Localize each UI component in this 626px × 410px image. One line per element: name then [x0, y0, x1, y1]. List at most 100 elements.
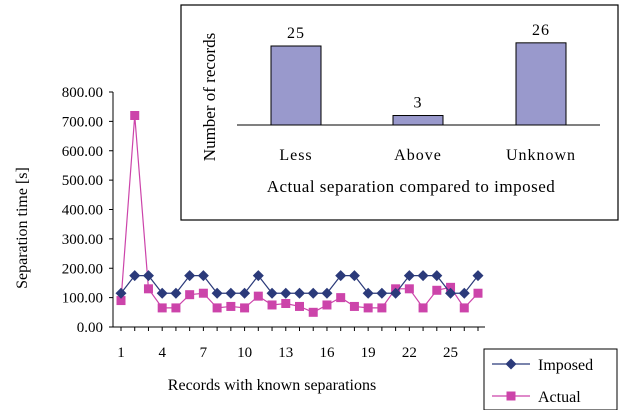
- y-tick-label: 600.00: [62, 144, 103, 160]
- data-point-actual: [473, 288, 483, 298]
- data-point-actual: [157, 303, 167, 313]
- x-tick-label: 10: [237, 345, 252, 361]
- data-point-actual: [116, 296, 126, 306]
- x-tick-label: 7: [200, 345, 208, 361]
- x-tick-label: 4: [158, 345, 166, 361]
- legend: Imposed Actual: [483, 348, 618, 410]
- y-tick-label: 800.00: [62, 85, 103, 101]
- y-tick-label: 200.00: [62, 261, 103, 277]
- data-point-actual: [198, 288, 208, 298]
- data-point-actual: [171, 303, 181, 313]
- data-point-actual: [322, 300, 332, 310]
- data-point-actual: [363, 303, 373, 313]
- data-point-actual: [336, 293, 346, 303]
- x-tick-label: 19: [361, 345, 376, 361]
- data-point-imposed: [280, 287, 292, 299]
- data-point-actual: [267, 300, 277, 310]
- data-point-imposed: [362, 287, 374, 299]
- data-point-imposed: [348, 270, 360, 282]
- y-tick-label: 400.00: [62, 203, 103, 219]
- bar-less: [270, 45, 322, 126]
- data-point-imposed: [294, 287, 305, 299]
- data-point-imposed: [472, 270, 484, 282]
- data-point-imposed: [129, 270, 141, 282]
- data-point-imposed: [225, 287, 237, 299]
- x-tick-label: 13: [278, 345, 293, 361]
- category-label-less: Less: [279, 147, 312, 164]
- data-point-imposed: [417, 270, 429, 282]
- bar-unknown: [515, 42, 567, 126]
- legend-label-actual: Actual: [538, 389, 581, 406]
- data-point-actual: [404, 284, 414, 294]
- data-point-actual: [212, 303, 222, 313]
- data-point-actual: [377, 303, 387, 313]
- data-label-less: 25: [287, 25, 305, 42]
- legend-box: [483, 348, 618, 410]
- main-chart-y-axis-label: Separation time [s]: [14, 167, 31, 289]
- data-label-unknown: 26: [532, 22, 550, 39]
- y-tick-label: 300.00: [62, 232, 103, 248]
- data-point-imposed: [142, 270, 154, 282]
- data-point-actual: [226, 301, 236, 311]
- data-point-imposed: [115, 287, 127, 299]
- data-point-imposed: [445, 287, 457, 299]
- series-imposed: [115, 270, 484, 299]
- data-point-imposed: [431, 270, 443, 282]
- data-point-actual: [281, 299, 291, 308]
- data-point-imposed: [156, 287, 168, 299]
- data-point-actual: [432, 285, 442, 295]
- category-label-above: Above: [394, 147, 442, 164]
- inset-y-axis-label: Number of records: [200, 33, 219, 161]
- data-point-imposed: [252, 270, 264, 282]
- main-chart-x-ticks: 1 4 7 10 13 16 19 22 25: [117, 327, 479, 361]
- data-point-imposed: [211, 287, 223, 299]
- data-point-imposed: [390, 287, 402, 299]
- data-point-actual: [418, 303, 428, 313]
- data-point-actual: [240, 303, 250, 313]
- data-point-imposed: [170, 287, 182, 299]
- x-tick-label: 16: [319, 345, 335, 361]
- data-point-imposed: [184, 270, 196, 282]
- legend-items: Imposed Actual: [492, 357, 593, 406]
- data-point-imposed: [307, 287, 319, 299]
- main-line-chart: 0.00 100.00 200.00 300.00 400.00 500.00 600.00…: [14, 85, 485, 394]
- data-point-imposed: [239, 287, 251, 299]
- data-point-actual: [130, 111, 140, 120]
- inset-bars: 25 Less 3 Above 26 Unknown: [237, 22, 600, 164]
- data-point-imposed: [321, 287, 333, 299]
- data-point-imposed: [266, 287, 278, 299]
- data-point-imposed: [376, 287, 388, 299]
- data-point-imposed: [197, 270, 209, 282]
- y-tick-label: 0.00: [77, 320, 103, 336]
- data-point-actual: [459, 303, 469, 313]
- category-label-unknown: Unknown: [506, 147, 576, 164]
- inset-x-axis-label: Actual separation compared to imposed: [267, 177, 556, 196]
- data-point-imposed: [335, 270, 347, 282]
- data-point-imposed: [403, 270, 415, 282]
- legend-marker-imposed: [505, 358, 517, 370]
- x-tick-label: 25: [443, 345, 458, 361]
- bar-above: [392, 115, 444, 126]
- y-tick-label: 500.00: [62, 173, 103, 189]
- x-tick-label: 1: [117, 345, 125, 361]
- data-point-actual: [349, 301, 359, 311]
- data-point-actual: [295, 301, 304, 311]
- data-point-actual: [446, 282, 456, 292]
- main-chart-y-ticks: 0.00 100.00 200.00 300.00 400.00 500.00 600.00…: [62, 85, 113, 336]
- data-point-actual: [253, 291, 263, 301]
- y-tick-label: 700.00: [62, 114, 103, 130]
- data-label-above: 3: [414, 95, 423, 112]
- data-point-actual: [308, 307, 318, 317]
- main-chart-series: [115, 111, 484, 317]
- x-tick-label: 22: [402, 345, 417, 361]
- y-tick-label: 100.00: [62, 291, 103, 307]
- legend-label-imposed: Imposed: [538, 357, 593, 374]
- data-point-imposed: [458, 287, 470, 299]
- main-chart-x-axis-label: Records with known separations: [168, 377, 376, 394]
- series-actual: [116, 111, 483, 317]
- legend-marker-actual: [506, 391, 516, 401]
- data-point-actual: [185, 290, 195, 300]
- data-point-actual: [143, 284, 153, 294]
